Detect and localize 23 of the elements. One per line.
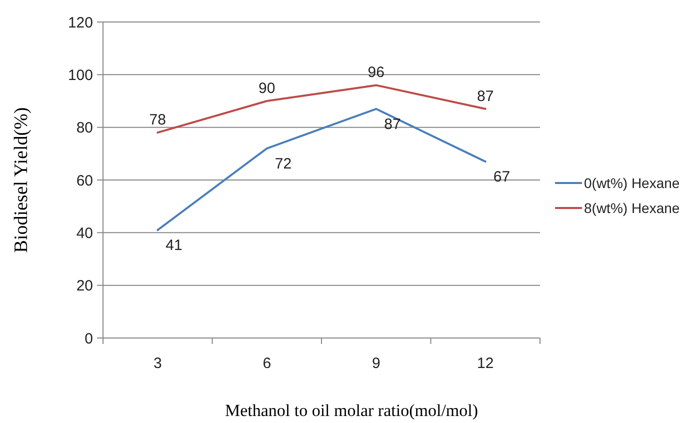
- x-axis-title: Methanol to oil molar ratio(mol/mol): [224, 401, 478, 420]
- x-tick-label: 3: [153, 355, 162, 372]
- y-tick-label: 60: [76, 172, 93, 190]
- x-tick-label: 6: [262, 355, 272, 372]
- data-label: 96: [368, 64, 384, 82]
- data-label: 87: [384, 116, 401, 133]
- legend-label: 8(wt%) Hexane: [584, 200, 680, 216]
- data-label: 72: [274, 155, 292, 172]
- y-tick-label: 120: [68, 14, 93, 32]
- data-label: 78: [149, 112, 166, 129]
- data-label: 41: [166, 237, 182, 254]
- y-tick-label: 20: [76, 278, 93, 295]
- data-label: 87: [477, 88, 494, 105]
- legend-label: 0(wt%) Hexane: [584, 174, 680, 191]
- data-label: 90: [258, 80, 276, 97]
- y-axis-title: Biodiesel Yield(%): [11, 107, 32, 253]
- y-tick-label: 80: [76, 120, 93, 137]
- x-tick-label: 12: [477, 355, 494, 372]
- y-tick-label: 0: [84, 330, 93, 348]
- y-tick-label: 40: [76, 224, 93, 242]
- y-tick-label: 100: [68, 66, 93, 84]
- x-tick-label: 9: [372, 355, 380, 372]
- data-label: 67: [493, 168, 510, 186]
